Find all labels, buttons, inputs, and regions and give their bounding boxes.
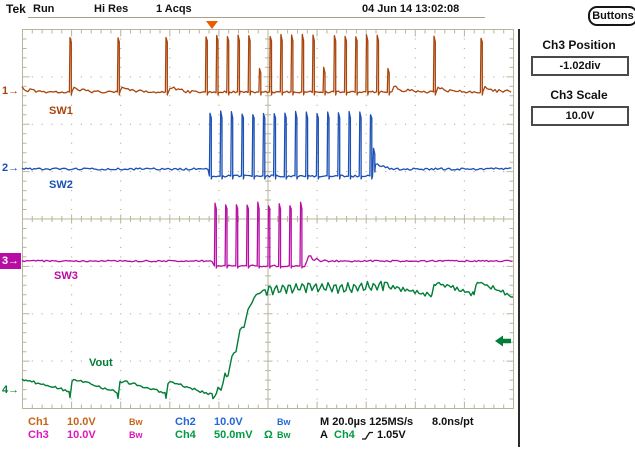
ch3-scale-label: Ch3 Scale [550,88,608,102]
ch3-position-value[interactable]: -1.02div [531,56,629,76]
ch3-position-label: Ch3 Position [542,38,616,52]
ch4-readout-name: Ch4 [175,429,196,441]
ch3-bandwidth-badge: Bw [129,430,143,440]
trigger-source-readout: Ch4 [334,429,355,441]
trace-label-vout: Vout [89,357,113,369]
brand-logo: Tek [6,2,26,16]
datetime-display: 04 Jun 14 13:02:08 [362,3,460,15]
ch3-scale-value[interactable]: 10.0V [531,106,629,126]
trace-label-sw1: SW1 [49,105,73,117]
status-separator-line [28,17,485,18]
channel-2-marker[interactable]: 2→ [2,162,20,174]
trigger-mode-readout: A [320,429,328,441]
waveform-trace-ch3 [21,201,513,269]
ch2-readout-scale: 10.0V [214,416,243,428]
ch2-bandwidth-badge: Bw [277,417,291,427]
ch2-readout-name: Ch2 [175,416,196,428]
ch3-readout-scale: 10.0V [67,429,96,441]
ch1-readout-scale: 10.0V [67,416,96,428]
buttons-button[interactable]: Buttons [588,6,635,26]
resolution-readout: 8.0ns/pt [432,416,474,428]
channel-3-marker-selected[interactable]: 3→ [0,253,21,269]
timebase-readout: M 20.0µs 125MS/s [320,416,414,428]
waveform-trace-ch2 [21,110,512,180]
ch1-bandwidth-badge: Bw [129,417,143,427]
panel-separator-line [518,29,520,447]
rising-edge-icon [362,431,373,440]
impedance-badge: Ω [264,429,273,441]
channel-4-marker[interactable]: 4→ [2,384,20,396]
ch1-readout-name: Ch1 [28,416,49,428]
trigger-level-arrow[interactable] [495,335,511,347]
waveform-trace-ch1 [21,33,512,96]
acquisition-mode: Hi Res [94,3,129,15]
trigger-level-readout: 1.05V [377,429,406,441]
ch4-readout-scale: 50.0mV [214,429,253,441]
acquisition-state: Run [33,3,55,15]
waveform-trace-ch4 [21,280,513,400]
ch3-readout-name: Ch3 [28,429,49,441]
trace-label-sw2: SW2 [49,179,73,191]
trace-label-sw3: SW3 [54,270,78,282]
acquisition-count: 1 Acqs [156,3,192,15]
trigger-position-marker[interactable] [206,21,218,29]
channel-1-marker[interactable]: 1→ [2,85,20,97]
ch4-bandwidth-badge: Bw [277,430,291,440]
